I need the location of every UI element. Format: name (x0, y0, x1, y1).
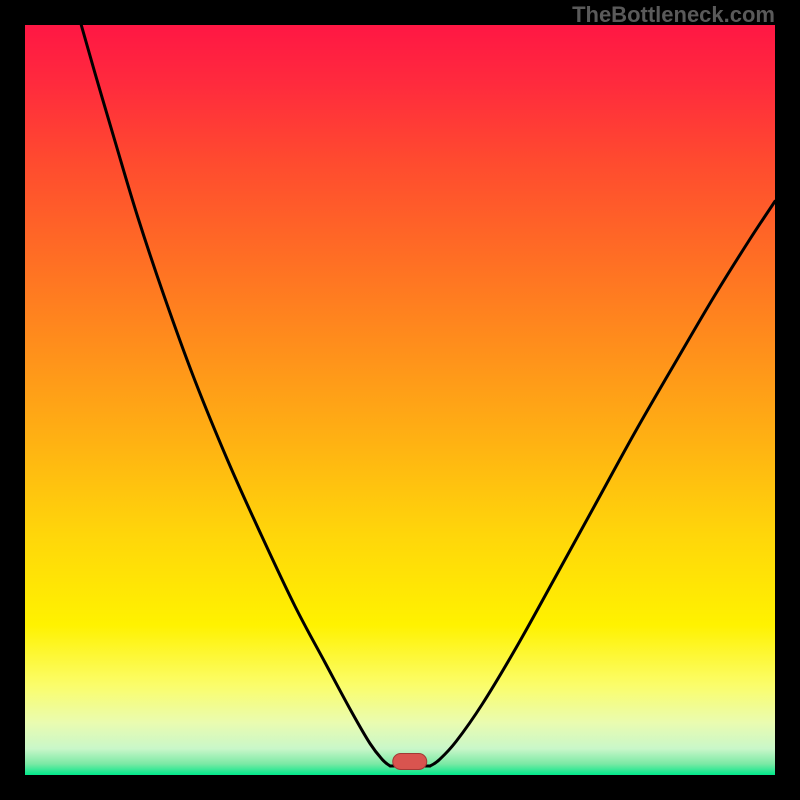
watermark-text: TheBottleneck.com (572, 2, 775, 28)
optimal-marker (0, 0, 800, 800)
chart-container: TheBottleneck.com (0, 0, 800, 800)
